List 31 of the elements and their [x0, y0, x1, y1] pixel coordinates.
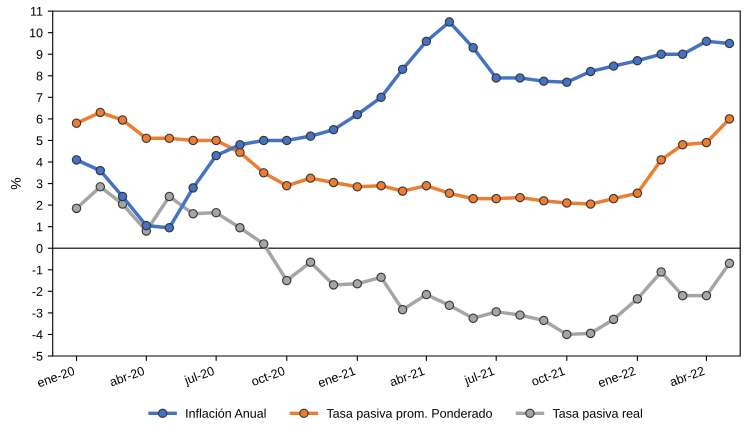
y-tick-label: 4	[36, 158, 43, 167]
legend-label: Tasa pasiva real	[552, 408, 642, 420]
legend-label: Inflación Anual	[186, 408, 266, 418]
y-axis-title: %	[11, 178, 21, 190]
y-tick-label: 6	[36, 114, 42, 124]
y-tick-label: 0	[36, 244, 42, 253]
legend-label: Tasa pasiva prom. Ponderado	[326, 408, 492, 420]
x-tick-label: ene-22	[597, 366, 636, 388]
x-tick-label: abr-20	[108, 366, 146, 387]
y-tick-label: -5	[32, 352, 42, 361]
y-tick-label: 8	[36, 72, 42, 80]
x-tick-label: abr-21	[388, 366, 425, 387]
y-tick-label: 3	[36, 179, 42, 188]
y-tick-label: -3	[32, 308, 42, 318]
y-tick-label: -2	[32, 287, 42, 296]
y-tick-label: 9	[36, 50, 42, 59]
y-tick-label: 1	[36, 222, 42, 232]
x-tick-label: jul-20	[183, 366, 216, 388]
x-tick-label: ene-21	[317, 366, 356, 388]
y-tick-label: -4	[32, 330, 43, 339]
x-tick-label: oct-21	[530, 366, 566, 386]
x-tick-label: abr-22	[669, 366, 706, 387]
y-tick-label: 10	[30, 28, 42, 38]
y-tick-label: 5	[36, 136, 42, 146]
y-tick-label: 11	[30, 7, 42, 16]
x-tick-label: ene-20	[36, 366, 76, 388]
y-tick-label: 2	[36, 200, 42, 210]
x-tick-label: jul-21	[463, 366, 496, 388]
y-tick-label: 7	[36, 93, 42, 102]
y-tick-label: -1	[32, 266, 42, 274]
x-tick-label: oct-20	[250, 366, 286, 386]
